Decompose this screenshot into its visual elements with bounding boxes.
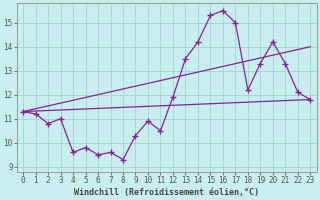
X-axis label: Windchill (Refroidissement éolien,°C): Windchill (Refroidissement éolien,°C) <box>74 188 259 197</box>
